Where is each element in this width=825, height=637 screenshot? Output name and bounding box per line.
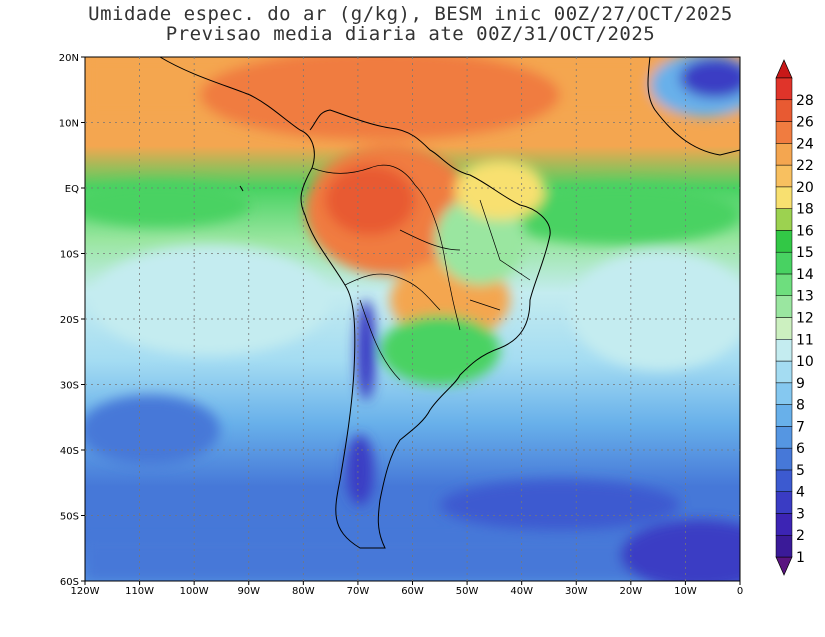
colorbar-label: 14 bbox=[796, 267, 814, 283]
colorbar-label: 11 bbox=[796, 332, 814, 348]
colorbar-label: 12 bbox=[796, 311, 814, 327]
colorbar-over-arrow bbox=[775, 59, 793, 79]
colorbar-label: 6 bbox=[796, 441, 805, 457]
colorbar-label: 16 bbox=[796, 223, 814, 239]
colorbar-label: 10 bbox=[796, 354, 814, 370]
lon-label: 0 bbox=[737, 586, 743, 597]
colorbar-swatch bbox=[775, 251, 793, 275]
colorbar-swatch bbox=[775, 99, 793, 122]
lon-label: 60W bbox=[401, 586, 424, 597]
lon-label: 120W bbox=[71, 586, 100, 597]
lon-label: 40W bbox=[510, 586, 533, 597]
lat-label: EQ bbox=[65, 184, 79, 195]
colorbar-label: 3 bbox=[796, 506, 805, 522]
colorbar-label: 4 bbox=[796, 485, 805, 501]
colorbar-swatch bbox=[775, 317, 793, 340]
colorbar-label: 24 bbox=[796, 136, 814, 152]
colorbar-swatch bbox=[775, 469, 793, 492]
coastlines bbox=[159, 56, 741, 549]
colorbar-label: 28 bbox=[796, 93, 814, 109]
colorbar-label: 26 bbox=[796, 115, 814, 131]
lon-label: 50W bbox=[456, 586, 479, 597]
colorbar-swatch bbox=[775, 534, 793, 558]
lon-label: 100W bbox=[180, 586, 209, 597]
lon-label: 90W bbox=[237, 586, 260, 597]
lat-label: 10S bbox=[60, 250, 79, 261]
colorbar-label: 22 bbox=[796, 158, 814, 174]
lat-label: 20N bbox=[59, 53, 79, 64]
colorbar-label: 9 bbox=[796, 376, 805, 392]
lat-label: 50S bbox=[60, 512, 79, 523]
lat-label: 40S bbox=[60, 446, 79, 457]
country-borders bbox=[311, 164, 531, 381]
colorbar-swatch bbox=[775, 339, 793, 362]
colorbar-swatch bbox=[775, 426, 793, 449]
colorbar-label: 2 bbox=[796, 528, 805, 544]
colorbar-label: 1 bbox=[796, 550, 805, 566]
colorbar-swatch bbox=[775, 186, 793, 209]
colorbar-swatch bbox=[775, 491, 793, 514]
lon-label: 10W bbox=[674, 586, 697, 597]
colorbar-swatch bbox=[775, 143, 793, 166]
colorbar-swatch bbox=[775, 513, 793, 536]
colorbar-swatch bbox=[775, 295, 793, 318]
colorbar-label: 8 bbox=[796, 398, 805, 414]
lon-label: 80W bbox=[292, 586, 315, 597]
map-title-line2: Previsao media diaria ate 00Z/31/OCT/202… bbox=[165, 23, 656, 45]
colorbar-swatch bbox=[775, 447, 793, 471]
colorbar-under-arrow bbox=[775, 556, 793, 576]
colorbar-label: 15 bbox=[796, 245, 814, 261]
humidity-field bbox=[85, 57, 740, 581]
lon-label: 70W bbox=[347, 586, 370, 597]
map-axes: 120W 110W 100W 90W 80W 70W 60W 50W 40W 30W 20W 10W 0… bbox=[59, 53, 743, 597]
colorbar-swatch bbox=[775, 230, 793, 253]
colorbar-swatch bbox=[775, 208, 793, 231]
lat-label: 20S bbox=[60, 315, 79, 326]
map-gridlines bbox=[85, 57, 740, 581]
colorbar-swatch bbox=[775, 404, 793, 427]
lon-label: 110W bbox=[125, 586, 154, 597]
lon-label: 30W bbox=[565, 586, 588, 597]
lat-label: 30S bbox=[60, 381, 79, 392]
colorbar-label: 20 bbox=[796, 180, 814, 196]
colorbar-swatch bbox=[775, 77, 793, 101]
colorbar-swatch bbox=[775, 382, 793, 405]
lon-label: 20W bbox=[620, 586, 643, 597]
colorbar-swatch bbox=[775, 273, 793, 296]
colorbar-label: 18 bbox=[796, 202, 814, 218]
colorbar-swatch bbox=[775, 121, 793, 144]
colorbar-label: 7 bbox=[796, 419, 805, 435]
colorbar-swatch bbox=[775, 360, 793, 384]
colorbar-label: 5 bbox=[796, 463, 805, 479]
lat-label: 10N bbox=[59, 119, 79, 130]
lat-label: 60S bbox=[60, 577, 79, 588]
colorbar-label: 13 bbox=[796, 289, 814, 305]
colorbar-swatch bbox=[775, 164, 793, 188]
map-title-line1: Umidade espec. do ar (g/kg), BESM inic 0… bbox=[88, 3, 733, 25]
